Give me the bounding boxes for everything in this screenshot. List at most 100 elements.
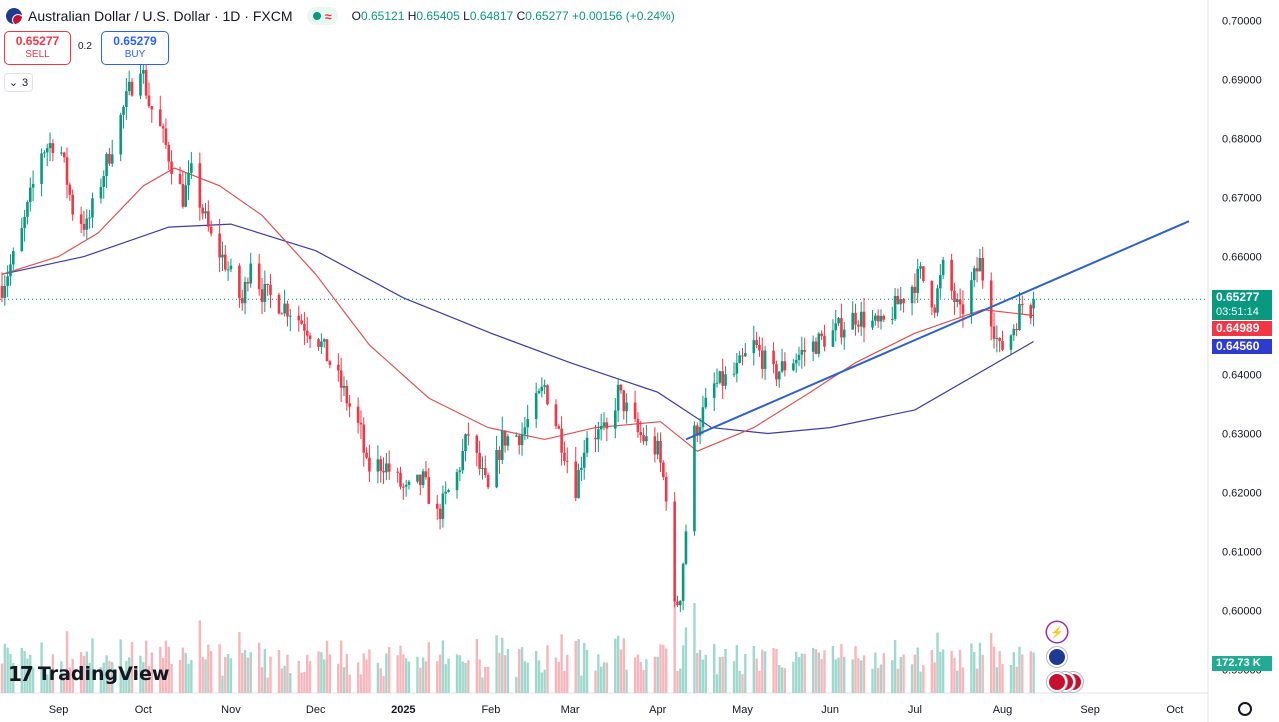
volume-bar	[704, 654, 707, 693]
candle-body	[732, 373, 736, 375]
volume-bar	[1012, 652, 1016, 693]
candle-body	[362, 424, 366, 453]
volume-bar	[246, 657, 250, 693]
candle-body	[444, 491, 448, 494]
candle-body	[486, 474, 490, 488]
candle-body	[950, 259, 953, 291]
volume-bar	[645, 659, 648, 693]
candle-body	[831, 330, 835, 347]
volume-bar	[778, 665, 781, 693]
candle-body	[910, 286, 914, 304]
buy-button[interactable]: 0.65279 BUY	[101, 31, 169, 65]
volume-bar	[939, 651, 942, 693]
us-event-flag-icon[interactable]	[1047, 672, 1067, 692]
candle-body	[125, 91, 128, 107]
candle-body	[142, 70, 145, 74]
tradingview-logo[interactable]: 17 TradingView	[8, 662, 169, 686]
volume-bar	[102, 662, 105, 693]
volume-bar	[297, 661, 300, 693]
volume-bar	[811, 647, 815, 693]
candle-body	[402, 486, 405, 488]
candle-body	[803, 349, 806, 352]
volume-bar	[823, 650, 826, 693]
candle-body	[955, 299, 959, 303]
volume-bar	[698, 649, 702, 693]
price-tick-label: 0.68000	[1222, 134, 1262, 146]
candle-body	[62, 152, 66, 158]
volume-bar	[534, 650, 538, 693]
price-tick-label: 0.67000	[1222, 193, 1262, 205]
candle-body	[308, 335, 312, 340]
candle-body	[515, 435, 518, 437]
candle-body	[763, 350, 767, 369]
volume-bar	[874, 652, 877, 693]
volume-bar	[922, 665, 925, 693]
time-axis-label: 2025	[391, 704, 415, 716]
lightning-event-icon[interactable]: ⚡	[1047, 622, 1067, 642]
candle-body	[523, 427, 527, 435]
candle-body	[656, 440, 659, 455]
indicators-toggle-button[interactable]: ⌄ 3	[4, 73, 33, 92]
candle-body	[158, 109, 162, 127]
candle-body	[681, 563, 685, 601]
candle-body	[198, 163, 202, 208]
candle-body	[427, 477, 431, 504]
candle-body	[599, 425, 603, 430]
volume-bar	[755, 658, 758, 693]
candle-body	[961, 304, 965, 315]
volume-bar	[161, 658, 165, 693]
candle-body	[933, 307, 936, 313]
candle-body	[376, 459, 380, 472]
candle-body	[741, 355, 744, 357]
volume-bar	[286, 654, 289, 693]
candle-body	[9, 264, 12, 277]
volume-bar	[738, 670, 741, 693]
candle-body	[461, 451, 464, 471]
candle-body	[874, 315, 877, 321]
volume-bar	[783, 668, 787, 693]
volume-bar	[111, 662, 114, 693]
volume-bar	[523, 661, 527, 693]
volume-bar	[209, 650, 213, 693]
volume-bar	[461, 661, 464, 693]
candle-body	[88, 217, 91, 219]
volume-bar	[763, 651, 767, 693]
gear-icon[interactable]	[1238, 702, 1252, 716]
candle-body	[122, 106, 125, 115]
volume-bar	[105, 655, 108, 693]
au-event-flag-icon[interactable]	[1047, 647, 1067, 667]
volume-bar	[913, 654, 917, 693]
candle-body	[396, 471, 399, 473]
candle-body	[221, 254, 224, 258]
price-tick-label: 0.64000	[1222, 370, 1262, 382]
candle-body	[447, 490, 450, 492]
chevron-down-icon: ⌄	[8, 77, 19, 89]
volume-bar	[164, 640, 168, 693]
sell-button[interactable]: 0.65277 SELL	[4, 31, 71, 65]
volume-bar	[891, 660, 894, 693]
candle-body	[441, 493, 445, 519]
volume-bar	[9, 654, 12, 693]
volume-bar	[402, 654, 405, 693]
volume-bar	[721, 656, 724, 693]
volume-bar	[622, 638, 625, 693]
price-tick-label: 0.69000	[1222, 75, 1262, 87]
candle-body	[859, 311, 863, 327]
market-status-pill[interactable]: ≈	[306, 7, 338, 25]
volume-bar	[619, 649, 623, 693]
volume-bar	[170, 663, 173, 693]
candle-body	[554, 404, 558, 427]
candle-body	[981, 257, 985, 281]
volume-bar	[902, 654, 905, 693]
candle-body	[992, 326, 996, 339]
candle-body	[164, 128, 168, 145]
symbol-title[interactable]: Australian Dollar / U.S. Dollar · 1D · F…	[28, 8, 293, 24]
volume-bar	[973, 651, 976, 693]
candle-body	[167, 144, 171, 162]
volume-bar	[800, 653, 804, 693]
candle-body	[939, 275, 942, 289]
time-axis-label: Oct	[135, 704, 152, 716]
price-tick-label: 0.62000	[1222, 487, 1262, 499]
volume-bar	[125, 660, 128, 693]
